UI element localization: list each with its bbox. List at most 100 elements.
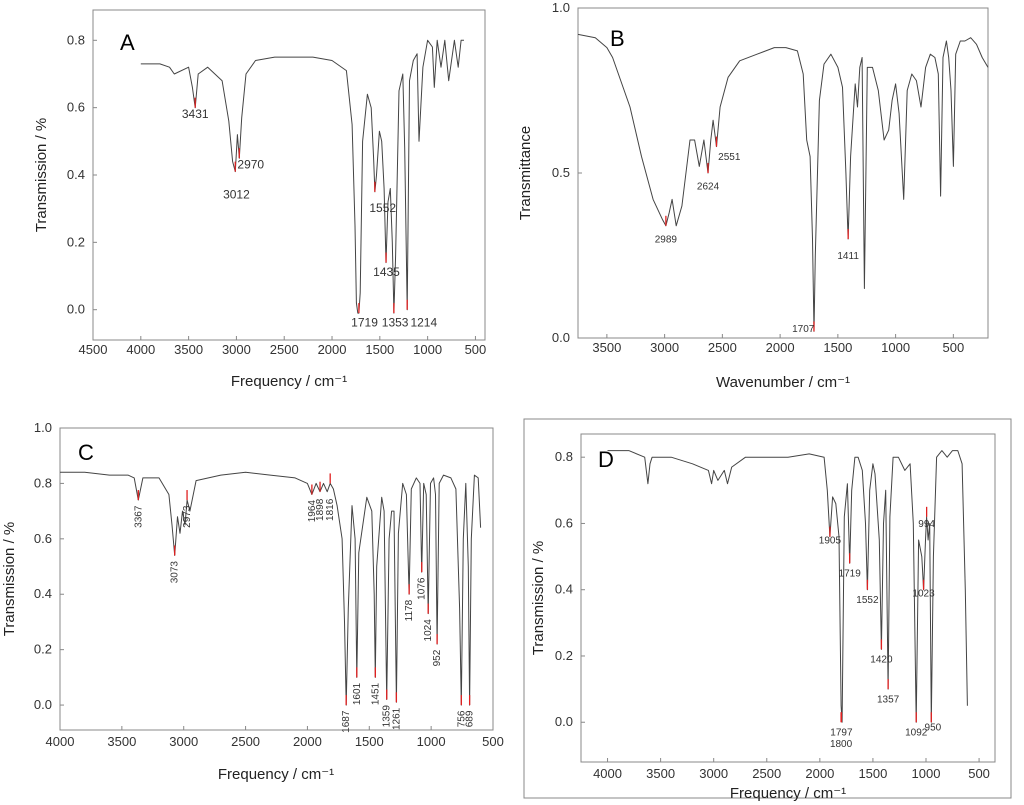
panel-c-y-axis-label: Transmission / %: [1, 522, 18, 636]
panel-c-plot-frame: [59, 427, 494, 731]
peak-label-1023: 1023: [912, 588, 935, 599]
peak-label-1353: 1353: [382, 316, 409, 330]
y-tick-label: 0.4: [67, 167, 85, 182]
x-tick-label: 1500: [365, 342, 394, 357]
panel-d: 4000 3500 3000 2500 2000 1500 1000 500 0.0 0.2 0.4…: [523, 418, 1012, 802]
x-tick-label: 3000: [699, 766, 728, 781]
peak-label-1964: 1964: [307, 500, 318, 523]
peak-label-1178: 1178: [404, 599, 415, 621]
x-tick-label: 4000: [126, 342, 155, 357]
peak-label-1357: 1357: [877, 694, 900, 705]
x-tick-label: 3500: [592, 340, 621, 355]
y-tick-label: 0.6: [555, 515, 573, 530]
panel-a-letter: A: [120, 30, 135, 55]
peak-label-3431: 3431: [182, 107, 209, 121]
x-tick-label: 500: [943, 340, 965, 355]
y-tick-label: 0.2: [34, 642, 52, 657]
x-tick-label: 1000: [912, 766, 941, 781]
y-tick-label: 0.8: [555, 449, 573, 464]
x-tick-label: 3000: [169, 734, 198, 749]
x-tick-label: 2500: [752, 766, 781, 781]
y-tick-label: 0.8: [67, 32, 85, 47]
y-tick-label: 0.6: [34, 531, 52, 546]
x-tick-label: 1500: [858, 766, 887, 781]
panel-c-letter: C: [78, 440, 94, 465]
x-tick-label: 3500: [646, 766, 675, 781]
y-tick-label: 0.4: [34, 586, 52, 601]
x-tick-label: 500: [968, 766, 990, 781]
peak-label-3073: 3073: [170, 561, 181, 584]
x-tick-label: 4500: [79, 342, 108, 357]
panel-d-plot-frame: [580, 433, 996, 763]
y-tick-label: 0.8: [34, 475, 52, 490]
y-tick-label: 0.0: [67, 302, 85, 317]
panel-d-y-axis-label: Transmission / %: [530, 541, 547, 655]
y-tick-label: 0.0: [34, 697, 52, 712]
x-tick-label: 1500: [823, 340, 852, 355]
peak-label-1707: 1707: [792, 324, 815, 335]
panel-d-spectrum-line: [607, 450, 968, 723]
panel-b: 3500 3000 2500 2000 1500 1000 500 0.0 0.5 1.0 2989…: [517, 0, 989, 391]
peak-label-1552: 1552: [856, 595, 879, 606]
x-tick-label: 2000: [293, 734, 322, 749]
panel-a: 4500 4000 3500 3000 2500 2000 1500 1000 500 0.0 0.…: [33, 9, 486, 390]
x-tick-label: 4000: [593, 766, 622, 781]
peak-label-1261: 1261: [391, 707, 402, 730]
panel-b-x-axis-label: Wavenumber / cm⁻¹: [716, 374, 850, 391]
peak-label-1719: 1719: [351, 316, 378, 330]
panel-b-plot-frame: [577, 7, 989, 339]
peak-label-756: 756: [456, 710, 467, 727]
y-tick-label: 0.2: [67, 234, 85, 249]
y-tick-label: 1.0: [552, 0, 570, 15]
x-tick-label: 1500: [355, 734, 384, 749]
x-tick-label: 1000: [417, 734, 446, 749]
panel-b-letter: B: [610, 26, 625, 51]
x-tick-label: 3000: [222, 342, 251, 357]
peak-label-3012: 3012: [223, 188, 250, 202]
peak-label-1411: 1411: [837, 251, 859, 262]
peak-label-2973: 2973: [182, 505, 193, 528]
peak-label-1905: 1905: [819, 535, 842, 546]
peak-label-1359: 1359: [382, 705, 393, 728]
x-tick-label: 1000: [881, 340, 910, 355]
peak-label-3367: 3367: [133, 505, 144, 528]
panel-c-spectrum-line: [60, 471, 482, 706]
x-tick-label: 1000: [413, 342, 442, 357]
panel-a-x-axis-label: Frequency / cm⁻¹: [231, 373, 347, 390]
panel-a-spectrum-line: [140, 39, 464, 314]
panel-d-letter: D: [598, 447, 614, 472]
y-tick-label: 0.4: [555, 582, 573, 597]
peak-label-2989: 2989: [655, 234, 678, 245]
x-tick-label: 3500: [174, 342, 203, 357]
x-tick-label: 2500: [270, 342, 299, 357]
x-tick-label: 3000: [650, 340, 679, 355]
panel-a-y-axis-label: Transmission / %: [33, 118, 50, 232]
x-tick-label: 3500: [107, 734, 136, 749]
peak-label-994: 994: [918, 519, 935, 530]
peak-label-1420: 1420: [870, 655, 893, 666]
peak-label-1552: 1552: [369, 201, 396, 215]
panel-b-spectrum-line: [577, 33, 989, 332]
peak-label-1076: 1076: [417, 577, 428, 600]
x-tick-label: 2000: [766, 340, 795, 355]
peak-label-1435: 1435: [373, 265, 400, 279]
y-tick-label: 1.0: [34, 420, 52, 435]
y-tick-label: 0.2: [555, 648, 573, 663]
peak-label-2970: 2970: [237, 157, 264, 171]
x-tick-label: 500: [482, 734, 504, 749]
peak-label-1092: 1092: [905, 727, 928, 738]
panel-a-plot-frame: [92, 9, 486, 341]
peak-label-1601: 1601: [352, 682, 363, 705]
peak-label-1800: 1800: [830, 739, 853, 750]
peak-label-952: 952: [432, 649, 443, 666]
y-tick-label: 0.5: [552, 165, 570, 180]
peak-label-1898: 1898: [315, 498, 326, 521]
y-tick-label: 0.6: [67, 100, 85, 115]
x-tick-label: 2500: [231, 734, 260, 749]
panel-d-outer-frame: [523, 418, 1012, 799]
peak-label-2551: 2551: [718, 152, 741, 163]
peak-label-1214: 1214: [410, 316, 437, 330]
peak-label-1797: 1797: [830, 727, 853, 738]
y-tick-label: 0.0: [555, 714, 573, 729]
